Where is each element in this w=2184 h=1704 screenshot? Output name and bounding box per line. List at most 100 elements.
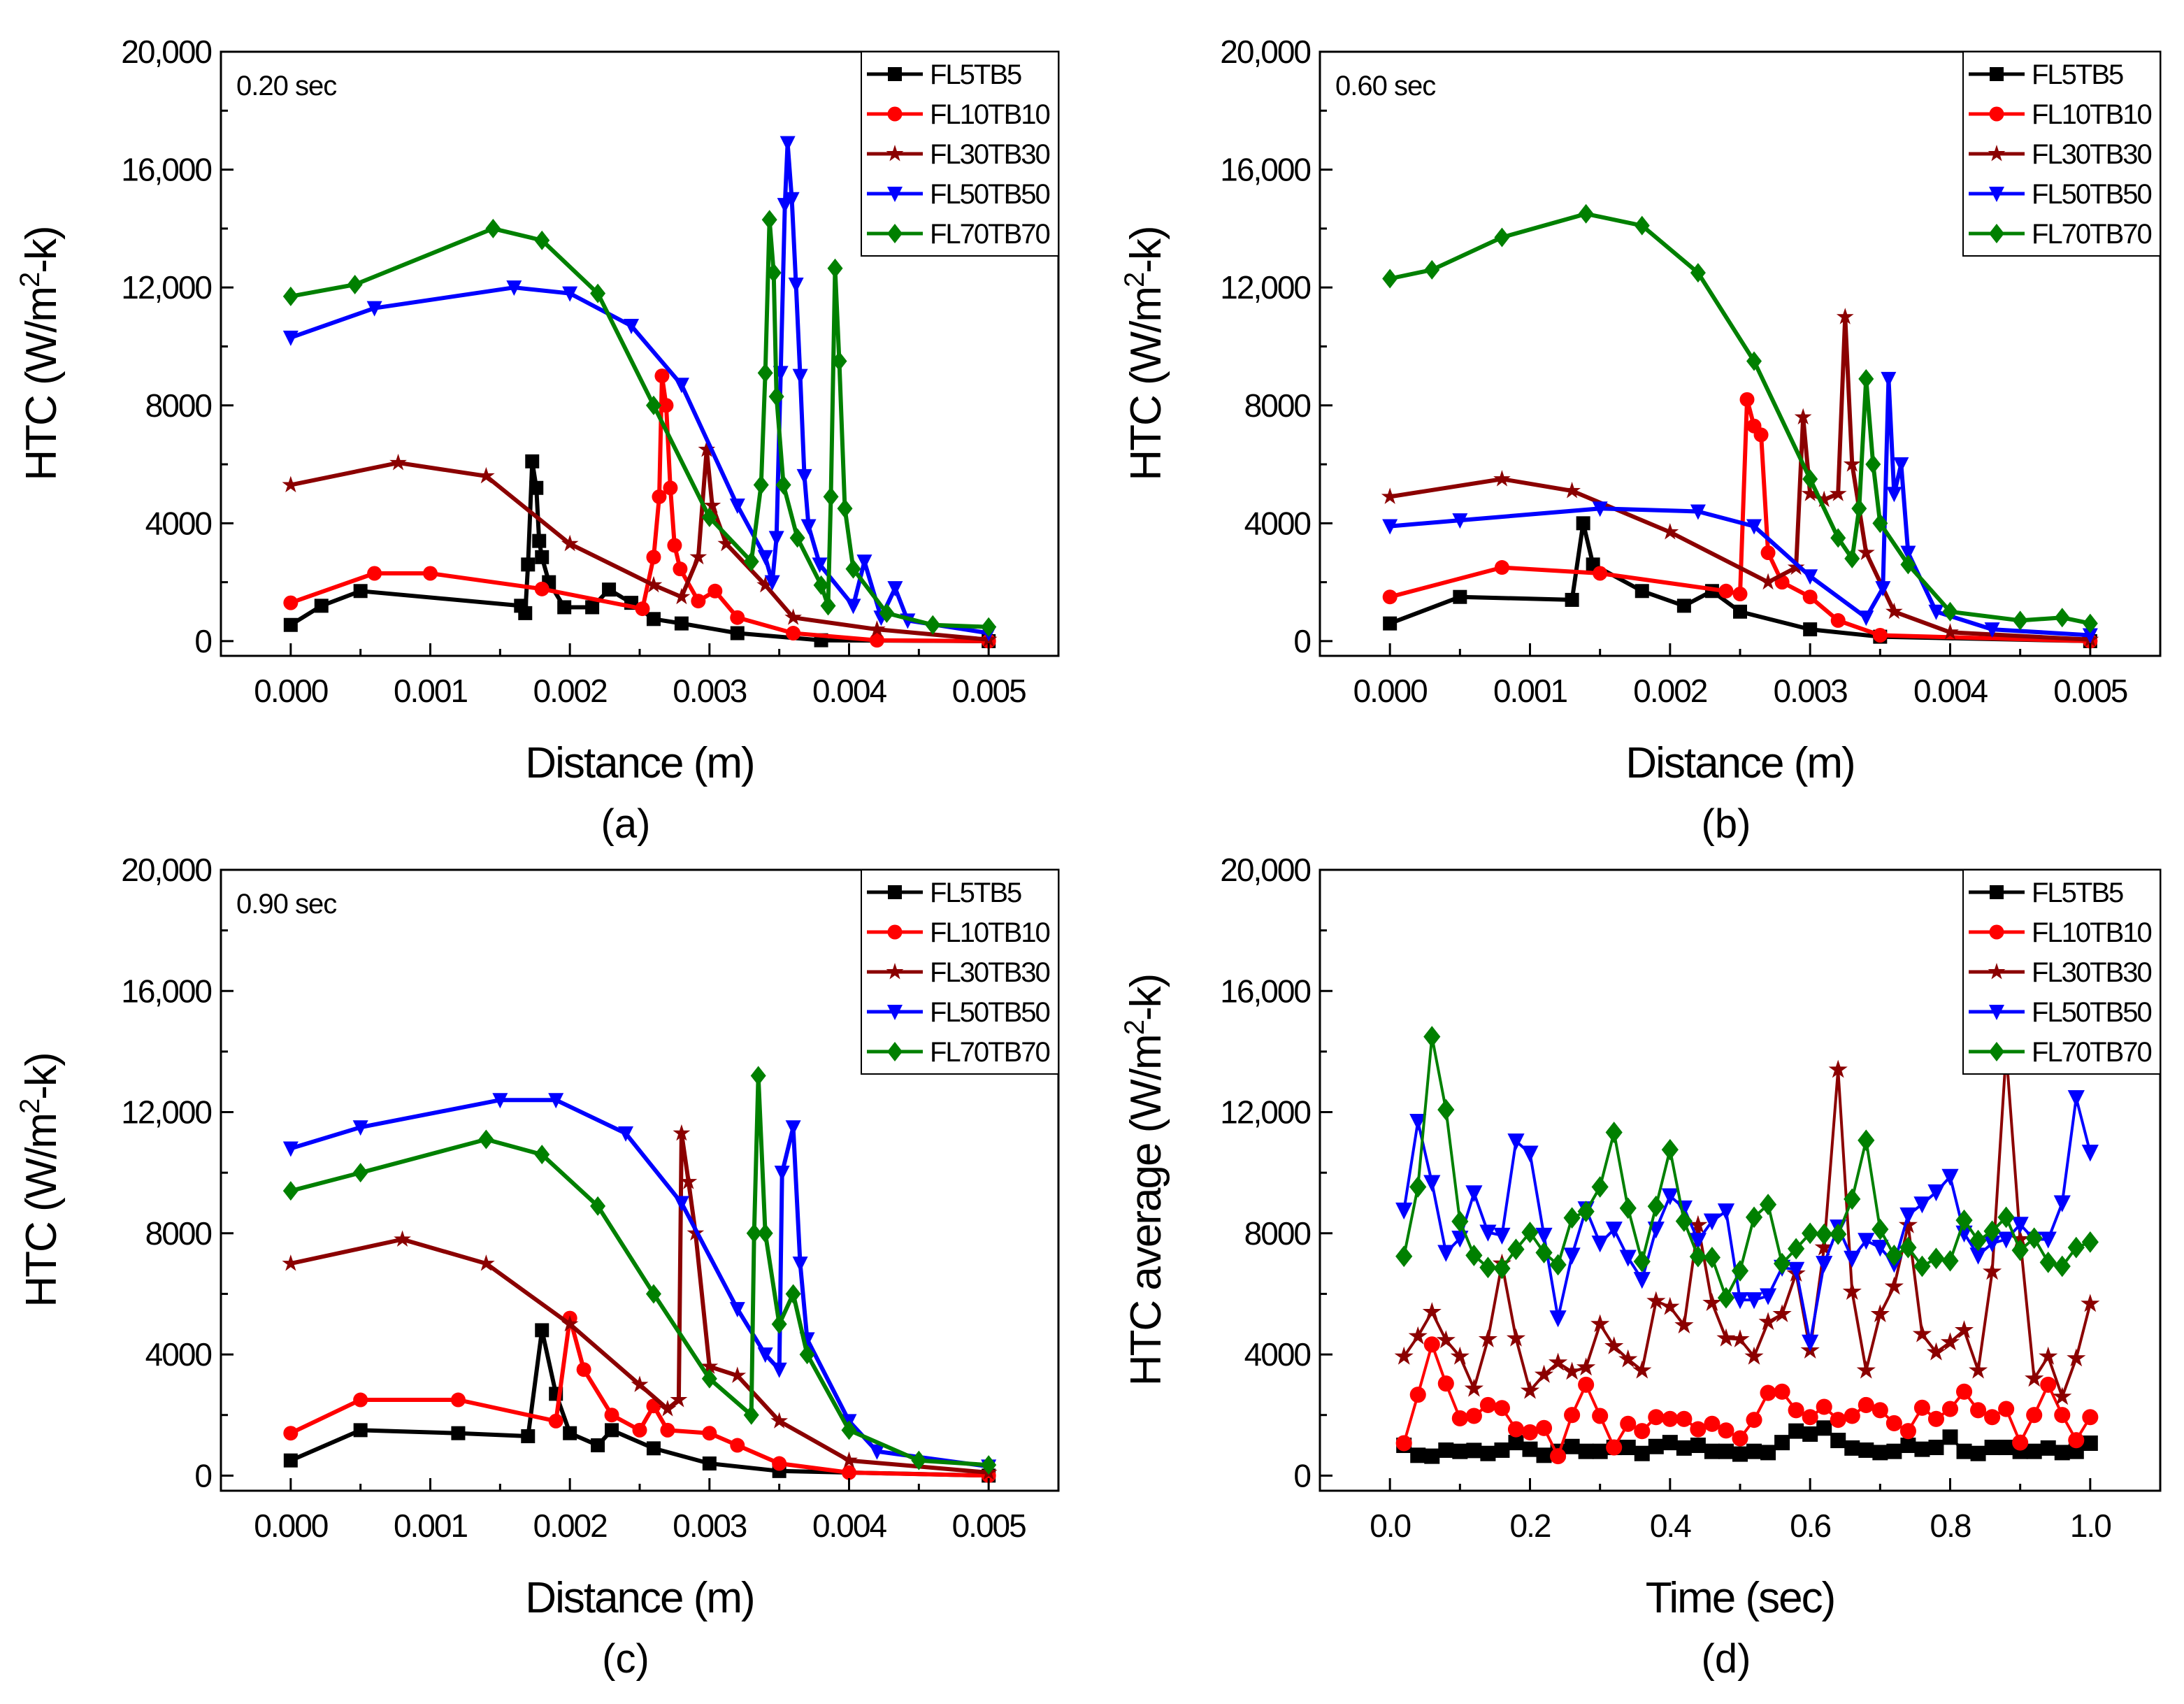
data-point-FL10TB10 <box>353 1392 368 1408</box>
data-point-FL30TB30 <box>1787 558 1805 575</box>
legend-marker-circle-icon <box>887 924 903 940</box>
data-point-FL50TB50 <box>887 581 903 597</box>
x-tick-label: 0.0 <box>1370 1508 1410 1544</box>
data-point-FL30TB30 <box>1836 308 1854 324</box>
data-point-FL5TB5 <box>605 1423 619 1438</box>
data-point-FL50TB50 <box>1605 1222 1623 1239</box>
legend-marker-star-icon <box>1988 145 2006 162</box>
data-point-FL50TB50 <box>1788 1261 1805 1279</box>
data-point-FL50TB50 <box>2081 1145 2099 1162</box>
data-point-FL50TB50 <box>1493 1227 1511 1245</box>
legend-label: FL70TB70 <box>930 1037 1050 1068</box>
data-point-FL30TB30 <box>1801 485 1819 501</box>
series-line-FL50TB50 <box>289 1098 989 1469</box>
data-point-FL10TB10 <box>2026 1407 2043 1424</box>
legend-label: FL30TB30 <box>930 957 1050 988</box>
data-point-FL30TB30 <box>1408 1326 1428 1345</box>
data-point-FL70TB70 <box>2054 608 2070 628</box>
data-point-FL30TB30 <box>477 1254 495 1271</box>
data-point-FL70TB70 <box>2082 613 2098 633</box>
data-point-FL5TB5 <box>1788 1423 1804 1439</box>
data-point-FL30TB30 <box>1478 1329 1497 1347</box>
data-point-FL10TB10 <box>632 1422 647 1438</box>
data-point-FL70TB70 <box>775 475 791 495</box>
data-point-FL50TB50 <box>548 1093 564 1109</box>
data-point-FL50TB50 <box>792 1256 808 1273</box>
x-tick-label: 0.001 <box>394 1508 468 1544</box>
legend-marker-diamond-icon <box>887 1042 903 1061</box>
data-point-FL5TB5 <box>283 1453 298 1468</box>
data-point-FL70TB70 <box>701 1368 717 1389</box>
data-point-FL50TB50 <box>1802 1334 1819 1352</box>
legend-label: FL30TB30 <box>2032 957 2152 988</box>
data-point-FL70TB70 <box>1577 1201 1595 1223</box>
data-point-FL10TB10 <box>691 594 706 609</box>
data-point-FL30TB30 <box>1661 523 1679 540</box>
x-tick-label: 0.003 <box>1774 673 1848 709</box>
data-point-FL5TB5 <box>1522 1441 1538 1457</box>
data-point-FL70TB70 <box>1802 469 1818 489</box>
data-point-FL50TB50 <box>1549 1310 1567 1328</box>
data-point-FL30TB30 <box>561 534 579 552</box>
data-point-FL5TB5 <box>451 1426 466 1440</box>
data-point-FL50TB50 <box>1927 1184 1945 1202</box>
legend: FL5TB5 FL10TB10 FL30TB30 FL50TB50 FL70TB70 <box>1962 869 2161 1075</box>
data-point-FL5TB5 <box>1690 1438 1706 1454</box>
y-axis-title-superscript: 2 <box>1119 273 1150 287</box>
data-point-FL10TB10 <box>1493 1400 1510 1417</box>
data-point-FL30TB30 <box>2039 1346 2058 1365</box>
data-point-FL30TB30 <box>1506 1328 1526 1347</box>
data-point-FL5TB5 <box>1438 1442 1454 1458</box>
legend-marker-circle-icon <box>1989 924 2004 940</box>
y-tick-label: 0 <box>1293 1457 1310 1494</box>
y-tick-label: 20,000 <box>121 852 211 888</box>
data-point-FL70TB70 <box>750 1066 766 1086</box>
data-point-FL30TB30 <box>868 620 886 637</box>
data-point-FL10TB10 <box>730 1438 745 1453</box>
data-point-FL70TB70 <box>1844 1188 1861 1210</box>
y-tick-label: 12,000 <box>121 1094 211 1131</box>
data-point-FL5TB5 <box>674 616 689 631</box>
data-point-FL30TB30 <box>631 1375 649 1392</box>
data-point-FL70TB70 <box>1927 1247 1945 1270</box>
data-point-FL70TB70 <box>1647 1195 1665 1217</box>
data-point-FL30TB30 <box>1534 1364 1554 1383</box>
data-point-FL30TB30 <box>1549 1352 1568 1371</box>
data-point-FL30TB30 <box>1983 1261 2002 1280</box>
data-point-FL70TB70 <box>1494 227 1510 248</box>
data-point-FL5TB5 <box>1942 1429 1958 1445</box>
y-tick-label: 0 <box>194 1457 211 1494</box>
data-point-FL50TB50 <box>780 136 796 152</box>
data-point-FL50TB50 <box>792 368 808 385</box>
data-point-FL5TB5 <box>1970 1445 1986 1461</box>
data-point-FL10TB10 <box>423 566 438 581</box>
data-point-FL30TB30 <box>728 1366 747 1383</box>
data-point-FL10TB10 <box>1676 1410 1693 1427</box>
data-point-FL50TB50 <box>800 519 817 535</box>
data-point-FL10TB10 <box>1913 1399 1930 1416</box>
data-point-FL30TB30 <box>784 608 802 625</box>
data-point-FL10TB10 <box>1662 1410 1679 1427</box>
data-point-FL10TB10 <box>1984 1409 2001 1426</box>
data-point-FL5TB5 <box>2054 1445 2070 1461</box>
data-point-FL10TB10 <box>1494 560 1509 575</box>
data-point-FL70TB70 <box>1437 1098 1455 1121</box>
data-point-FL10TB10 <box>842 1465 856 1480</box>
data-point-FL5TB5 <box>591 1438 605 1453</box>
legend-label: FL5TB5 <box>930 878 1021 908</box>
data-point-FL5TB5 <box>1956 1443 1972 1459</box>
data-point-FL50TB50 <box>777 198 793 214</box>
data-point-FL50TB50 <box>2011 1217 2029 1234</box>
panel-b: 0 4000 8000 12,000 16,000 20,000 0.000 0.001 0.0… <box>1119 34 2162 847</box>
data-point-FL30TB30 <box>1562 1361 1582 1380</box>
data-point-FL10TB10 <box>1899 1423 1916 1440</box>
y-axis-title-superscript: 2 <box>15 1099 45 1114</box>
data-point-FL30TB30 <box>1885 602 1903 620</box>
data-point-FL5TB5 <box>535 550 549 564</box>
data-point-FL30TB30 <box>1618 1349 1638 1368</box>
x-tick-label: 0.8 <box>1930 1508 1971 1544</box>
data-point-FL50TB50 <box>1409 1113 1427 1131</box>
x-axis-title: Distance (m) <box>525 739 754 787</box>
data-point-FL30TB30 <box>673 1124 691 1141</box>
